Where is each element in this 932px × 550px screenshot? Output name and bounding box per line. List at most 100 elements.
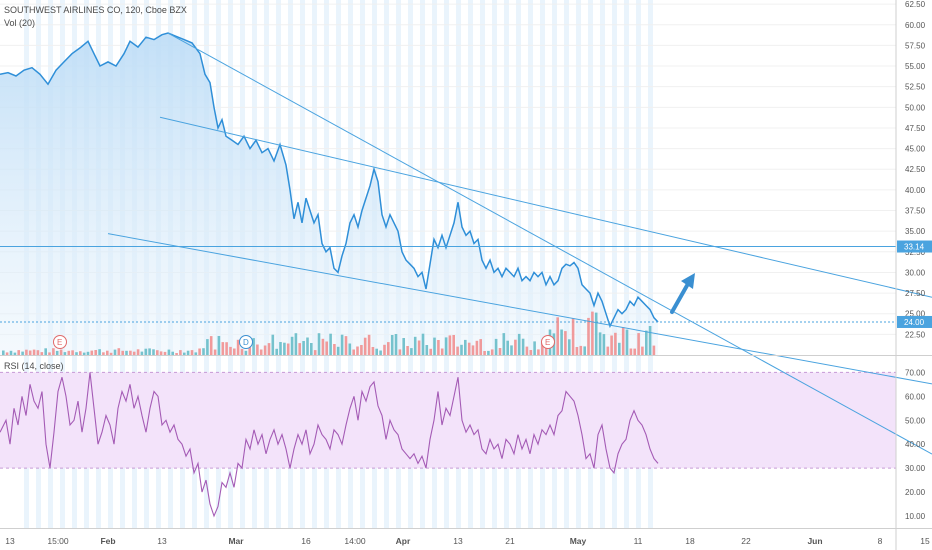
volume-bar: [75, 352, 78, 355]
volume-bar: [444, 337, 448, 355]
volume-bar: [363, 337, 367, 355]
volume-bar: [159, 351, 163, 355]
volume-bar: [529, 350, 533, 355]
volume-bar: [629, 348, 633, 355]
volume-bar: [290, 336, 294, 355]
volume-bar: [387, 342, 390, 355]
trendline: [159, 116, 932, 298]
time-tick-label: 14:00: [344, 536, 366, 546]
volume-bar: [117, 348, 121, 355]
volume-bar: [52, 348, 55, 355]
volume-indicator-label[interactable]: Vol (20): [4, 18, 36, 28]
price-tick-label: 40.00: [905, 186, 926, 195]
price-label-tag: [897, 315, 932, 328]
volume-bar: [102, 352, 105, 355]
volume-bar: [2, 350, 5, 355]
up-arrow-annotation[interactable]: [670, 273, 695, 314]
volume-bar: [167, 349, 171, 355]
volume-bar: [336, 346, 340, 355]
session-band: [588, 0, 593, 528]
volume-bar: [86, 351, 90, 355]
session-band: [540, 0, 545, 528]
volume-bar: [310, 343, 313, 355]
volume-bar: [479, 339, 482, 355]
volume-bar: [448, 335, 452, 355]
volume-bar: [321, 338, 325, 355]
volume-bar: [344, 336, 348, 355]
price-label-text: 24.00: [904, 318, 925, 327]
volume-bar: [21, 351, 24, 355]
rsi-tick-label: 50.00: [905, 416, 926, 425]
volume-bar: [59, 349, 63, 355]
session-band: [420, 0, 425, 528]
volume-bar: [67, 350, 71, 355]
volume-bar: [564, 331, 567, 355]
volume-bar: [594, 312, 598, 355]
volume-bar: [452, 335, 455, 355]
price-tick-label: 55.00: [905, 62, 926, 71]
time-tick-label: 15: [920, 536, 930, 546]
volume-bar: [413, 336, 417, 355]
volume-bar: [498, 348, 502, 355]
volume-bar: [136, 349, 140, 355]
price-tick-label: 27.50: [905, 289, 926, 298]
volume-bar: [283, 342, 286, 355]
volume-bar: [383, 344, 386, 355]
volume-bar: [375, 348, 378, 355]
volume-bar: [390, 335, 394, 355]
volume-bar: [306, 337, 309, 355]
time-tick-label: 13: [157, 536, 167, 546]
volume-bar: [456, 346, 459, 355]
volume-bar: [490, 349, 494, 355]
volume-bar: [17, 350, 20, 355]
volume-bar: [525, 346, 529, 355]
volume-bar: [63, 352, 67, 355]
volume-bar: [398, 349, 402, 355]
volume-bar: [645, 330, 648, 355]
trendlines[interactable]: [107, 32, 932, 455]
volume-bar: [9, 350, 13, 355]
volume-bar: [614, 332, 617, 355]
session-band: [336, 0, 341, 528]
volume-bar: [148, 348, 151, 355]
volume-bar: [90, 350, 94, 355]
price-tick-label: 50.00: [905, 103, 926, 112]
volume-bar: [5, 352, 9, 355]
volume-bar: [302, 341, 305, 355]
earnings-marker: [541, 335, 555, 349]
volume-bar: [121, 350, 124, 355]
volume-bar: [13, 352, 17, 355]
volume-bar: [244, 350, 248, 355]
time-tick-label: Feb: [100, 536, 115, 546]
volume-bar: [440, 348, 444, 355]
volume-bar: [28, 350, 32, 355]
volume-bar: [286, 343, 290, 355]
volume-bar: [275, 348, 278, 355]
session-band: [492, 0, 497, 528]
volume-bar: [129, 350, 132, 355]
symbol-title[interactable]: SOUTHWEST AIRLINES CO, 120, Cboe BZX: [4, 5, 187, 15]
volume-bar: [425, 345, 429, 355]
rsi-indicator-label[interactable]: RSI (14, close): [4, 361, 64, 371]
volume-bar: [541, 341, 544, 355]
session-band: [624, 0, 629, 528]
volume-bar: [610, 335, 613, 355]
volume-bar: [437, 340, 440, 355]
volume-bar: [221, 342, 225, 355]
volume-bar: [433, 337, 436, 355]
volume-bar: [460, 344, 463, 355]
earnings-marker-label: E: [57, 338, 62, 347]
volume-bar: [236, 339, 240, 355]
earnings-marker-label: D: [243, 338, 249, 347]
volume-bar: [256, 344, 259, 355]
rsi-line: [0, 372, 659, 518]
arrow-head: [681, 273, 695, 289]
volume-bar: [190, 350, 194, 355]
price-tick-label: 35.00: [905, 227, 926, 236]
price-tick-label: 57.50: [905, 41, 926, 50]
volume-bar: [421, 333, 425, 355]
volume-bar: [71, 350, 74, 355]
price-tick-label: 45.00: [905, 145, 926, 154]
